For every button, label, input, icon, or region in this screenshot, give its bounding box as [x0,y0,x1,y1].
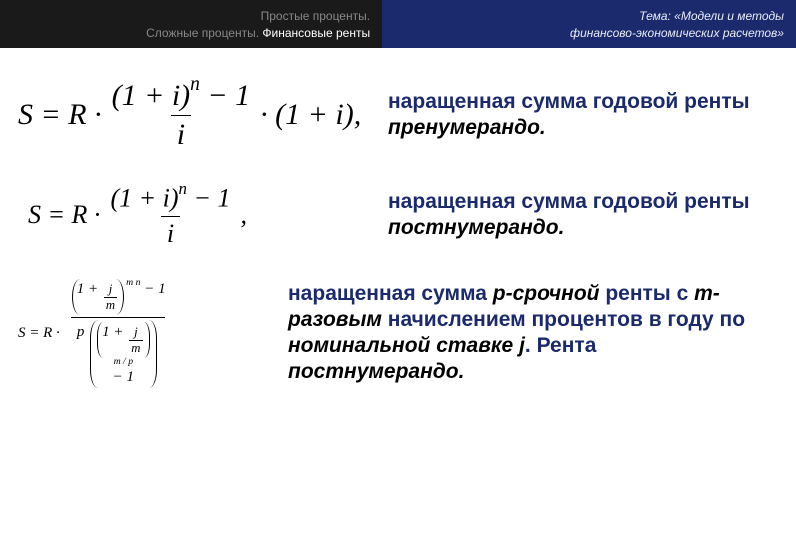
f1-lhs: S = R · [18,98,102,132]
f2-num-base: (1 + i) [110,184,178,213]
f1-exp: n [190,74,200,95]
d3-a: наращенная сумма [288,282,493,305]
f2-exp: n [179,179,187,198]
f3-lhs: S = R · [18,325,60,342]
formula-2: S = R · (1 + i)n − 1 i , [18,182,378,249]
d1-text-a: наращенная сумма годовой ренты [388,90,750,113]
slide-header: Простые проценты. Сложные проценты. Фина… [0,0,796,48]
header-right-line1: Тема: «Модели и методы [390,8,784,25]
f1-den: i [171,115,191,152]
f2-lhs: S = R · [28,200,100,230]
header-right-block: Тема: «Модели и методы финансово-экономи… [382,0,796,48]
f3-top-j: j [107,282,115,297]
d2-text-b: постнумерандо. [388,216,564,239]
d3-g: . Рента [525,334,596,357]
header-left-line2b: Финансовые ренты [262,26,370,40]
f3-exp-top: m n [126,277,140,288]
f3-bot-open: 1 + [102,324,123,340]
formula-row-2: S = R · (1 + i)n − 1 i , наращенная сумм… [18,182,778,249]
formula-1: S = R · (1 + i)n − 1 i · (1 + i), [18,78,378,152]
f3-bot-m: m [129,340,142,356]
d3-b: р-срочной [493,282,600,305]
d3-h: постнумерандо. [288,360,464,383]
f2-tail: , [241,200,248,230]
f3-exp-bot: m / p [114,356,134,367]
d3-e: начислением процентов в году по [382,308,745,331]
f1-tail: · (1 + i), [260,98,361,132]
f2-num-tail: − 1 [187,184,231,213]
slide-content: S = R · (1 + i)n − 1 i · (1 + i), нараще… [0,48,796,398]
f3-top-minus1: − 1 [141,281,166,297]
formula-row-3: S = R · 1 + jm m n − 1 p [18,279,778,388]
formula-row-1: S = R · (1 + i)n − 1 i · (1 + i), нараще… [18,78,778,152]
d2-text-a: наращенная сумма годовой ренты [388,190,750,213]
header-left-block: Простые проценты. Сложные проценты. Фина… [0,0,382,48]
f1-num-base: (1 + i) [112,79,191,112]
header-left-line2a: Сложные проценты. [146,26,262,40]
header-left-line1: Простые проценты. [261,9,370,23]
desc-3: наращенная сумма р-срочной ренты с т-раз… [288,281,778,386]
desc-1: наращенная сумма годовой ренты пренумера… [378,89,778,142]
f3-den-p: p [77,324,85,340]
f2-den: i [161,216,180,249]
f3-bot-j: j [132,325,140,340]
f3-top-m: m [104,297,117,313]
header-right-line2: финансово-экономических расчетов» [390,25,784,42]
formula-3: S = R · 1 + jm m n − 1 p [18,279,288,388]
f3-top-open: 1 + [77,281,98,297]
desc-2: наращенная сумма годовой ренты постнумер… [378,189,778,242]
d3-c: ренты с [600,282,695,305]
d1-text-b: пренумерандо. [388,116,546,139]
f3-bot-minus1: − 1 [113,369,134,386]
d3-f: номинальной ставке j [288,334,525,357]
f1-num-tail: − 1 [200,79,250,112]
